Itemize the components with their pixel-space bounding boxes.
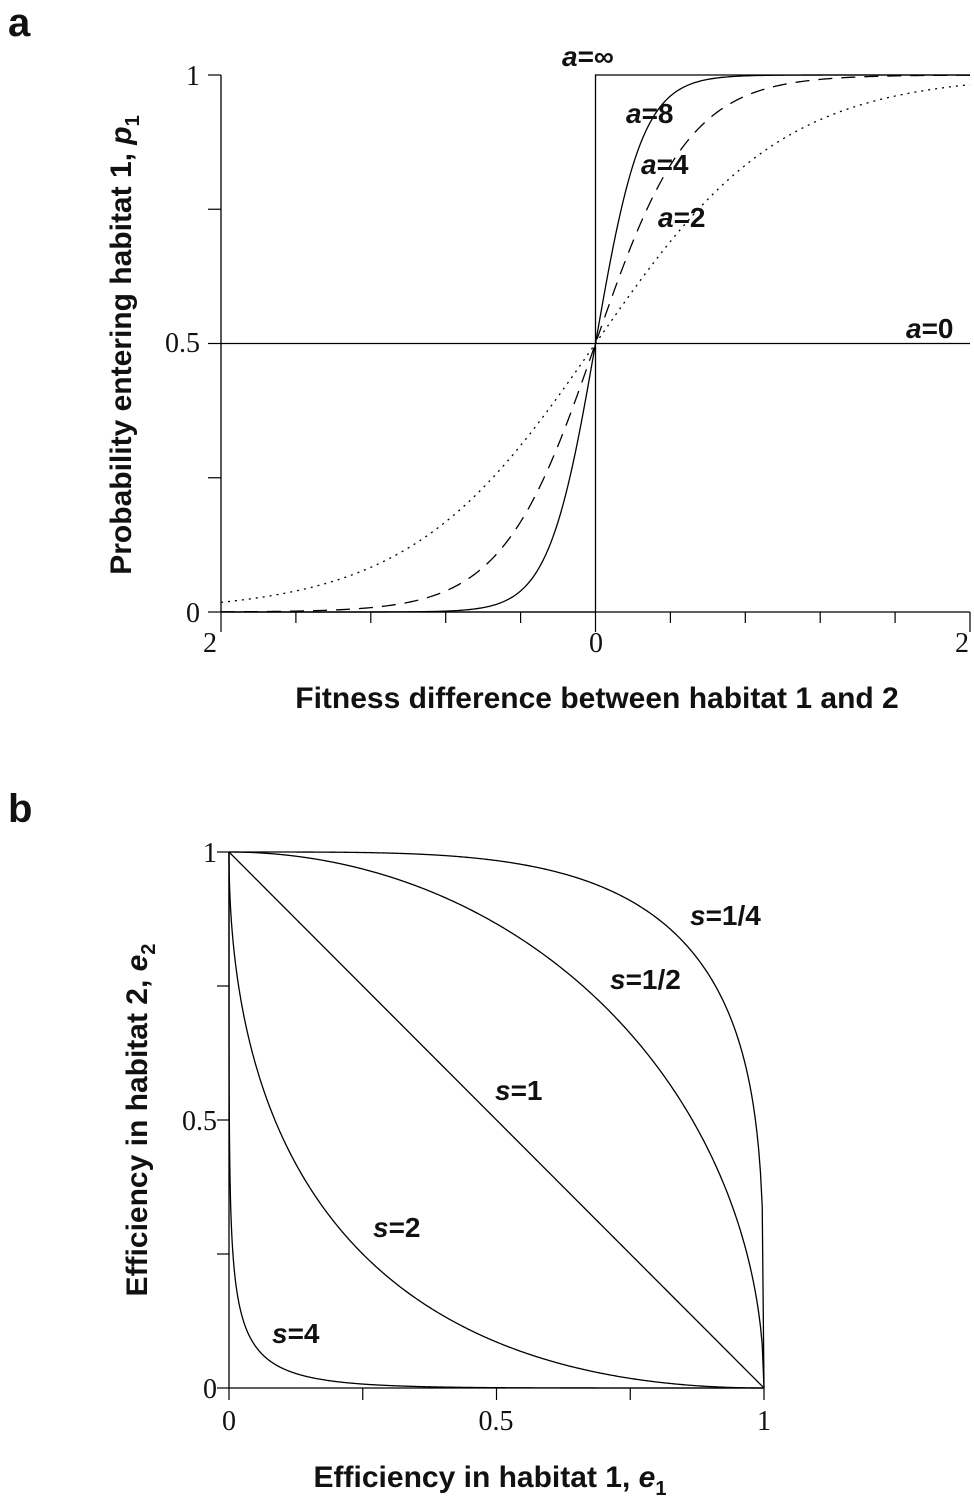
panel-b-series-s-0.5: [229, 851, 765, 1389]
panel-b-x-tick-label-1: 1: [757, 1406, 771, 1437]
panel-a-x-axis-title: Fitness difference between habitat 1 and…: [295, 682, 899, 715]
series-label-s-2: s=2: [373, 1212, 421, 1243]
panel-b-series-s-2: [228, 852, 764, 1389]
panel-b-y-tick-label-0.5: 0.5: [182, 1106, 217, 1137]
panel-a-curves: [220, 74, 971, 613]
panel-a-chart: 1 0.5 0 2 0 2 Fitness difference between…: [105, 41, 971, 715]
panel-a-y-tick-label-1: 1: [186, 61, 200, 92]
panel-b-y-axis-title: Efficiency in habitat 2, e2: [121, 944, 160, 1297]
panel-b-chart: 1 0.5 0 0 0.5 1 Efficiency in habitat 1,…: [121, 838, 771, 1500]
panel-b-y-tick-label-0: 0: [203, 1374, 217, 1405]
panel-a-series-a-4: [220, 74, 971, 613]
series-label-s-1-2: s=1/2: [610, 964, 681, 995]
series-label-a-8: a=8: [626, 98, 674, 129]
series-label-s-1: s=1: [495, 1075, 543, 1106]
panel-b-x-tick-label-0: 0: [222, 1406, 236, 1437]
panel-a-y-axis-title: Probability entering habitat 1, p1: [105, 115, 144, 575]
series-label-a-4: a=4: [641, 149, 689, 180]
series-label-a-inf: a=∞: [562, 41, 614, 72]
panel-a-x-tick-label-right: 2: [955, 628, 969, 659]
panel-a-y-tick-label-0.5: 0.5: [165, 328, 200, 359]
panel-b-ticks: [217, 851, 765, 1400]
panel-b-x-tick-label-0.5: 0.5: [479, 1406, 514, 1437]
panel-a-series-a-inf: [221, 74, 970, 613]
panel-b-series-s-1: [228, 851, 765, 1389]
series-label-s-1-4: s=1/4: [690, 900, 761, 931]
series-label-a-2: a=2: [658, 202, 706, 233]
panel-a-x-tick-label-left: 2: [203, 628, 217, 659]
panel-a-letter: a: [8, 1, 31, 45]
panel-a-y-tick-label-0: 0: [186, 598, 200, 629]
panel-a-x-tick-label-center: 0: [589, 628, 603, 659]
panel-b-curves: [228, 851, 765, 1389]
panel-b-letter: b: [8, 787, 32, 831]
panel-b-series-s-4: [228, 852, 764, 1389]
series-label-s-4: s=4: [272, 1318, 320, 1349]
panel-b-y-tick-label-1: 1: [203, 838, 217, 869]
panel-a-ticks: [208, 74, 971, 632]
panel-b-x-axis-title: Efficiency in habitat 1, e1: [314, 1461, 667, 1500]
series-label-a-0: a=0: [906, 313, 954, 344]
